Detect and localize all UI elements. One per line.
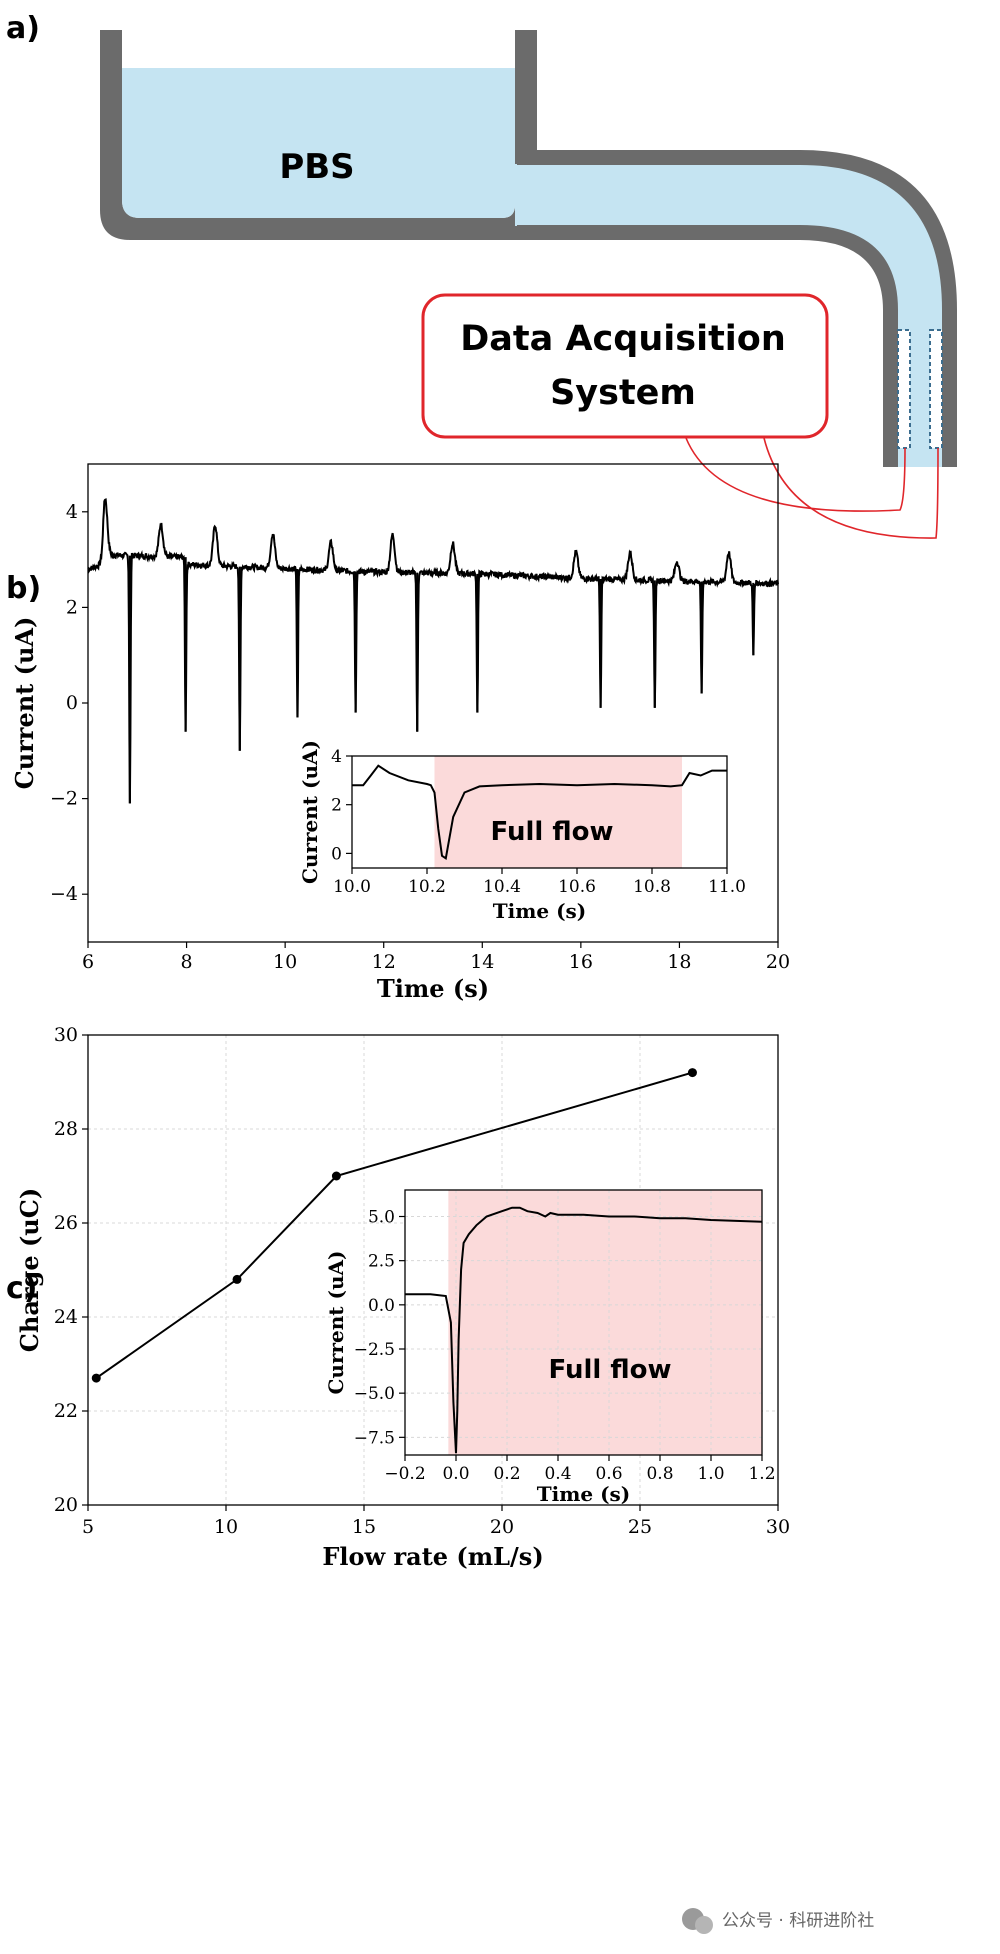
y-axis-title: Current (uA) (298, 740, 322, 884)
daq-box (421, 293, 829, 439)
x-tick-label: 20 (490, 1516, 514, 1538)
x-tick-label: 1.2 (748, 1464, 775, 1484)
y-tick-label: −4 (50, 883, 78, 905)
x-tick-label: 5 (82, 1516, 94, 1538)
x-tick-label: 14 (470, 951, 494, 973)
watermark-text: 公众号 · 科研进阶社 (722, 1911, 874, 1931)
y-tick-label: 22 (54, 1400, 78, 1422)
x-tick-label: 1.0 (697, 1464, 724, 1484)
x-tick-label: 8 (181, 951, 193, 973)
data-point (687, 1068, 697, 1078)
x-tick-label: 12 (372, 951, 396, 973)
y-axis-title: Current (uA) (324, 1251, 348, 1395)
y-axis-title: Current (uA) (10, 617, 39, 790)
y-tick-label: 28 (54, 1118, 78, 1140)
daq-label-line1: Data Acquisition (460, 319, 786, 359)
y-tick-label: 4 (66, 501, 78, 523)
chart-c-inset: −0.2 0.0 0.2 0.4 0.6 0.8 1.0 1.2 −7.5 −5.0 −2.5 0.0… (324, 1189, 776, 1506)
x-tick-label: 10.0 (333, 877, 371, 897)
x-tick-label: 10.4 (483, 877, 521, 897)
x-tick-label: 10.2 (408, 877, 446, 897)
y-tick-label: 30 (54, 1024, 78, 1046)
panel-label-a: a) (6, 11, 40, 46)
data-point (232, 1274, 242, 1284)
axes-frame (87, 1034, 779, 1506)
reservoir-liquid (122, 68, 515, 218)
series-line (405, 1206, 763, 1454)
y-tick-label: 2.5 (368, 1252, 395, 1272)
x-tick-label: 20 (766, 951, 790, 973)
full-flow-label: Full flow (490, 817, 613, 847)
axes-frame (87, 463, 779, 943)
y-tick-label: −7.5 (354, 1428, 395, 1448)
y-tick-label: 0 (66, 692, 78, 714)
data-point (331, 1171, 341, 1181)
x-tick-label: 15 (352, 1516, 376, 1538)
x-tick-label: 0.0 (442, 1464, 469, 1484)
x-axis-title: Flow rate (mL/s) (322, 1542, 543, 1571)
axes-frame (404, 1189, 763, 1456)
y-tick-label: 2 (331, 796, 342, 816)
shaded-region (434, 756, 682, 868)
wire-left (685, 437, 906, 512)
x-tick-label: 10 (273, 951, 297, 973)
y-tick-label: 0.0 (368, 1296, 395, 1316)
x-tick-label: 10.8 (633, 877, 671, 897)
y-tick-label: 26 (54, 1212, 78, 1234)
shaded-region (448, 1190, 762, 1455)
series-line (352, 764, 727, 860)
full-flow-label: Full flow (548, 1355, 671, 1385)
x-tick-label: −0.2 (384, 1464, 425, 1484)
reservoir-label: PBS (279, 147, 354, 187)
x-axis-title: Time (s) (493, 899, 587, 923)
watermark: 公众号 · 科研进阶社 (682, 1908, 874, 1934)
series-line (95, 1071, 693, 1379)
series-line-current (87, 498, 779, 804)
axes-frame (351, 755, 728, 869)
x-tick-label: 0.2 (493, 1464, 520, 1484)
x-axis-title: Time (s) (537, 1482, 631, 1506)
y-tick-label: −2 (50, 788, 78, 810)
y-tick-label: 2 (66, 596, 78, 618)
x-tick-label: 16 (569, 951, 593, 973)
daq-label-line2: System (550, 373, 696, 413)
chart-b-inset: 10.0 10.2 10.4 10.6 10.8 11.0 0 2 4 Time (s) Curre… (298, 740, 746, 923)
x-tick-label: 6 (82, 951, 94, 973)
y-tick-label: 0 (331, 844, 342, 864)
x-tick-label: 11.0 (708, 877, 746, 897)
x-tick-label: 0.8 (646, 1464, 673, 1484)
x-tick-label: 18 (667, 951, 691, 973)
y-axis-title: Charge (uC) (15, 1188, 44, 1352)
flow-setup-diagram: PBS Data Acquisition System (100, 30, 957, 539)
pipe-joint (515, 164, 517, 226)
wire-right (763, 437, 939, 539)
y-tick-label: −5.0 (354, 1384, 395, 1404)
electrode-right (929, 329, 943, 449)
y-tick-label: −2.5 (354, 1340, 395, 1360)
data-point (91, 1373, 101, 1383)
electrode-left (897, 329, 911, 449)
x-tick-label: 10.6 (558, 877, 596, 897)
y-tick-label: 20 (54, 1494, 78, 1516)
x-tick-label: 0.6 (595, 1464, 622, 1484)
y-tick-label: 4 (331, 747, 342, 767)
y-tick-label: 24 (54, 1306, 78, 1328)
panel-label-c: c) (6, 1271, 38, 1306)
x-tick-label: 25 (628, 1516, 652, 1538)
x-tick-label: 10 (214, 1516, 238, 1538)
x-tick-label: 30 (766, 1516, 790, 1538)
reservoir-wall (100, 30, 537, 240)
x-tick-label: 0.4 (544, 1464, 571, 1484)
panel-label-b: b) (6, 571, 41, 606)
x-axis-title: Time (s) (377, 974, 489, 1003)
y-tick-label: 5.0 (368, 1208, 395, 1228)
